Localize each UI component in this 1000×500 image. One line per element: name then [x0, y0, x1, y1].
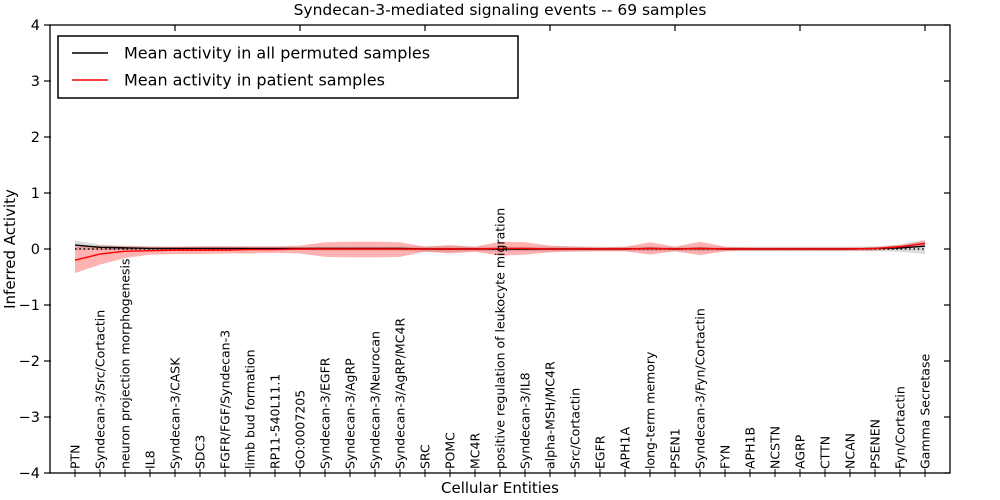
x-tick-label: AGRP — [793, 434, 808, 469]
confidence-band-permuted — [75, 239, 925, 255]
y-tick-label: 1 — [31, 186, 40, 202]
x-tick-label: Syndecan-3/EGFR — [318, 357, 333, 469]
x-tick-label: PTN — [68, 444, 83, 469]
x-tick-label: Syndecan-3/Neurocan — [368, 331, 383, 469]
x-tick-label: PSEN1 — [668, 428, 683, 469]
y-tick-label: 0 — [31, 242, 40, 258]
x-tick-label: FGFR/FGF/Syndecan-3 — [218, 330, 233, 469]
x-tick-label: MC4R — [468, 433, 483, 469]
x-tick-label: PSENEN — [868, 419, 883, 469]
x-tick-label: APH1B — [743, 427, 758, 469]
x-tick-label: Syndecan-3/Src/Cortactin — [93, 310, 108, 469]
legend-box — [57, 35, 519, 99]
x-tick-label: positive regulation of leukocyte migrati… — [493, 208, 508, 469]
plot-area: −4 −3 −2 −1 0 1 2 3 4 PTN Syndecan-3/Src/Cortactin… — [19, 18, 951, 482]
x-tick-label: SRC — [418, 444, 433, 469]
x-tick-label: CTTN — [818, 436, 833, 469]
x-tick-label: Syndecan-3/AgRP — [343, 358, 358, 469]
y-tick-label: −2 — [19, 354, 40, 370]
x-tick-label: long-term memory — [643, 351, 658, 469]
y-axis-title: Inferred Activity — [1, 189, 19, 309]
legend-label-patient: Mean activity in patient samples — [124, 71, 385, 90]
legend: Mean activity in all permuted samples Me… — [57, 35, 519, 99]
chart-title: Syndecan-3-mediated signaling events -- … — [294, 1, 707, 19]
x-tick-label: Syndecan-3/AgRP/MC4R — [393, 318, 408, 469]
x-tick-label: IL8 — [143, 450, 158, 469]
x-axis-title: Cellular Entities — [441, 479, 559, 497]
legend-label-permuted: Mean activity in all permuted samples — [124, 44, 430, 63]
y-tick-label: −4 — [19, 466, 40, 482]
x-tick-label: Src/Cortactin — [568, 388, 583, 469]
x-tick-label: EGFR — [593, 435, 608, 469]
x-tick-label: APH1A — [618, 427, 633, 469]
y-tick-label: 3 — [31, 74, 40, 90]
x-tick-label: neuron projection morphogenesis — [118, 258, 133, 469]
x-tick-label: Fyn/Cortactin — [893, 386, 908, 469]
y-tick-label: 2 — [31, 130, 40, 146]
x-tick-label: RP11-540L11.1 — [268, 374, 283, 469]
series-line-patient — [74, 242, 926, 261]
x-tick-label: NCSTN — [768, 426, 783, 469]
x-tick-label: Syndecan-3/Fyn/Cortactin — [693, 308, 708, 469]
x-tick-label: NCAN — [843, 433, 858, 469]
x-tick-label: Syndecan-3/IL8 — [518, 372, 533, 469]
x-tick-label: FYN — [718, 445, 733, 469]
x-tick-label: SDC3 — [193, 435, 208, 469]
x-tick-label: limb bud formation — [243, 349, 258, 469]
y-tick-label: −3 — [19, 410, 40, 426]
x-tick-label: alpha-MSH/MC4R — [543, 361, 558, 469]
x-tick-label: GO:0007205 — [293, 390, 308, 469]
x-tick-label: Gamma Secretase — [918, 354, 933, 469]
y-tick-label: 4 — [31, 18, 40, 34]
x-tick-label: Syndecan-3/CASK — [168, 357, 183, 469]
y-tick-label: −1 — [19, 298, 40, 314]
x-tick-label: POMC — [443, 432, 458, 469]
